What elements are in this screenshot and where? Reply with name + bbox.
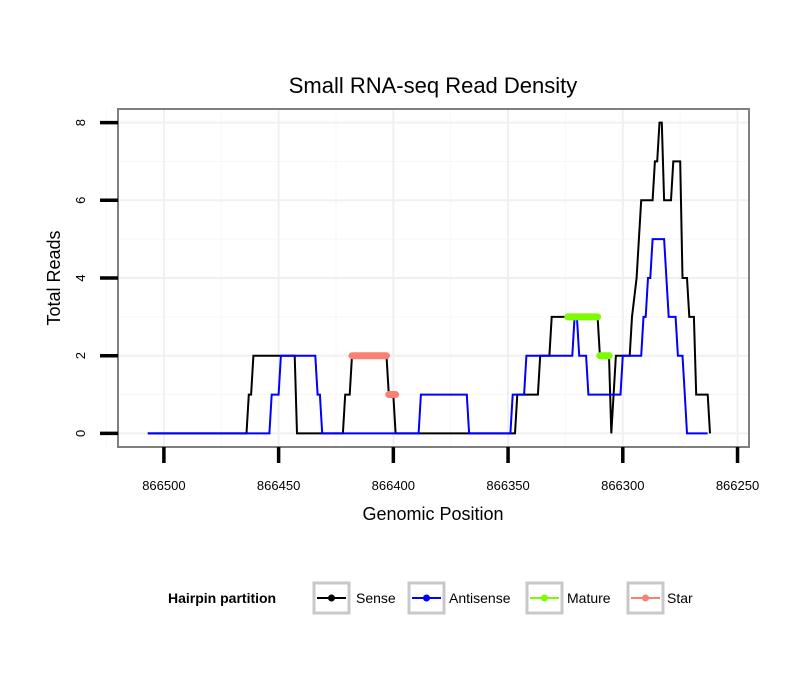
y-tick-label: 0	[73, 430, 88, 437]
chart-title: Small RNA-seq Read Density	[289, 73, 578, 98]
y-tick-label: 4	[73, 274, 88, 281]
x-axis: 866500 866450 866400 866350 866300 866250	[142, 447, 759, 493]
y-axis: 0 2 4 6 8	[73, 119, 118, 437]
x-tick-label: 866250	[716, 478, 759, 493]
legend-dot-mature	[541, 594, 548, 602]
x-tick-label: 866500	[142, 478, 185, 493]
x-tick-label: 866450	[257, 478, 300, 493]
legend-label-antisense: Antisense	[449, 590, 511, 606]
x-axis-label: Genomic Position	[362, 504, 503, 524]
legend-label-mature: Mature	[567, 590, 611, 606]
y-tick-label: 2	[73, 352, 88, 359]
legend-dot-antisense	[423, 594, 430, 602]
y-tick-label: 6	[73, 197, 88, 204]
x-tick-label: 866400	[372, 478, 415, 493]
legend-dot-star	[642, 594, 649, 602]
x-tick-label: 866300	[601, 478, 644, 493]
legend-title: Hairpin partition	[168, 590, 276, 606]
y-tick-label: 8	[73, 119, 88, 126]
legend-dot-sense	[328, 594, 335, 602]
legend: Hairpin partition Sense Antisense Mature St…	[168, 581, 693, 615]
legend-label-star: Star	[667, 590, 693, 606]
legend-label-sense: Sense	[356, 590, 396, 606]
x-tick-label: 866350	[486, 478, 529, 493]
series-layer	[147, 121, 711, 435]
antisense-series-line	[147, 238, 708, 435]
y-axis-label: Total Reads	[44, 230, 64, 325]
